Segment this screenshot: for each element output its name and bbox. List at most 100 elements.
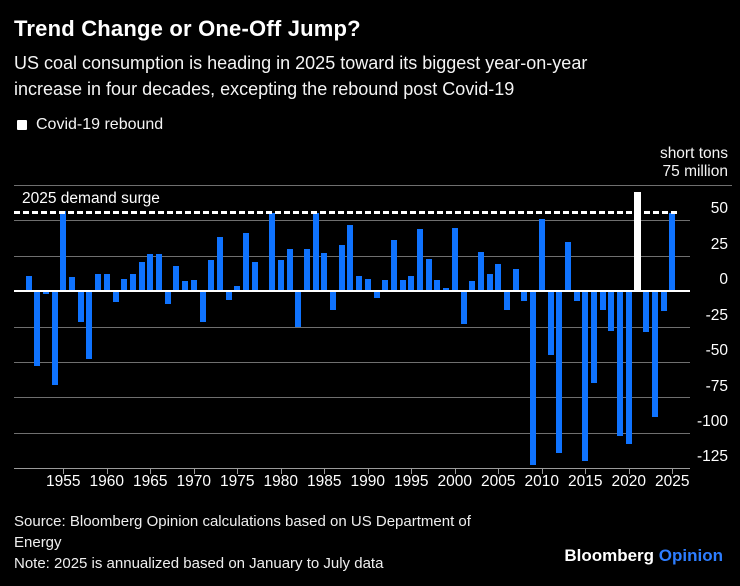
bar-1973 — [216, 237, 223, 292]
bar-2018 — [608, 291, 615, 331]
bar-1981 — [286, 248, 293, 292]
x-axis-line — [14, 468, 690, 469]
bar-1965 — [147, 254, 154, 292]
x-axis-tick — [150, 468, 152, 474]
x-axis-tick — [237, 468, 239, 474]
bar-2000 — [451, 227, 458, 292]
bar-1962 — [121, 278, 128, 292]
bar-1995 — [408, 275, 415, 292]
bar-1990 — [364, 278, 371, 292]
legend-label: Covid-19 rebound — [36, 116, 164, 133]
bar-2015 — [582, 291, 589, 462]
y-axis-unit-line1: short tons — [659, 145, 728, 162]
bar-2022 — [643, 291, 650, 333]
bar-1964 — [138, 261, 145, 292]
x-axis-tick — [628, 468, 630, 474]
x-axis-label: 1990 — [350, 473, 386, 490]
bar-1976 — [243, 233, 249, 292]
bar-1992 — [382, 279, 389, 292]
gridline — [14, 397, 690, 398]
brand-logo: Bloomberg Opinion — [564, 546, 723, 566]
bar-2010 — [538, 219, 545, 292]
x-axis-label: 1975 — [220, 473, 255, 490]
brand-opinion: Opinion — [658, 546, 723, 565]
bar-1988 — [347, 224, 354, 292]
bar-1975 — [234, 285, 241, 292]
bar-1977 — [251, 261, 258, 292]
bar-1957 — [77, 291, 84, 323]
bar-2013 — [564, 241, 571, 292]
x-axis-label: 2015 — [568, 473, 603, 490]
bar-2016 — [591, 291, 597, 384]
bar-1998 — [434, 279, 441, 292]
bar-1994 — [399, 279, 406, 292]
gridline — [14, 185, 732, 186]
bar-1960 — [103, 274, 110, 292]
bar-1993 — [390, 240, 397, 292]
legend: Covid-19 rebound — [17, 116, 163, 134]
x-axis-tick — [541, 468, 543, 474]
bar-2021-covid-rebound-highlight — [634, 192, 641, 292]
bar-2002 — [469, 281, 476, 292]
bar-2005 — [495, 264, 502, 292]
x-axis-tick — [63, 468, 65, 474]
bar-1971 — [199, 291, 206, 323]
bar-1963 — [129, 274, 136, 292]
x-axis-label: 1995 — [394, 473, 429, 490]
gridline — [14, 433, 690, 434]
bar-1972 — [208, 260, 215, 292]
bar-2020 — [625, 291, 632, 445]
bar-1954 — [51, 291, 58, 385]
bar-1966 — [156, 254, 162, 292]
bar-2012 — [556, 291, 563, 453]
bar-2004 — [486, 274, 493, 292]
bar-1997 — [425, 258, 432, 292]
y-axis-label: 25 — [710, 235, 728, 253]
bar-1951 — [25, 275, 32, 292]
bar-2001 — [460, 291, 467, 324]
chart-title: Trend Change or One-Off Jump? — [14, 16, 361, 41]
source-line1: Source: Bloomberg Opinion calculations b… — [14, 513, 471, 530]
zero-line — [14, 290, 690, 293]
bar-1989 — [356, 275, 363, 292]
x-axis-tick — [585, 468, 587, 474]
x-axis-label: 1970 — [176, 473, 212, 490]
bar-2008 — [521, 291, 528, 302]
bar-1958 — [86, 291, 93, 360]
x-axis-label: 2005 — [481, 473, 516, 490]
x-axis-label: 1980 — [263, 473, 299, 490]
annotation-label: 2025 demand surge — [22, 190, 160, 207]
y-axis-label: 0 — [719, 271, 728, 289]
chart-subtitle-line2: increase in four decades, excepting the … — [14, 79, 515, 99]
y-axis-unit-line2: 75 million — [662, 163, 728, 180]
bar-1984 — [312, 213, 319, 292]
bar-2023 — [651, 291, 658, 418]
x-axis-tick — [324, 468, 326, 474]
bar-1955 — [60, 210, 67, 292]
bar-1983 — [303, 248, 310, 292]
x-axis-tick — [672, 468, 674, 474]
note-line: Note: 2025 is annualized based on Januar… — [14, 555, 384, 572]
bar-2024 — [660, 291, 667, 311]
x-axis-label: 1955 — [46, 473, 81, 490]
x-axis-tick — [106, 468, 108, 474]
y-axis-label: -25 — [705, 306, 728, 324]
gridline — [14, 362, 690, 363]
bar-1969 — [182, 281, 189, 292]
y-axis-label: 50 — [710, 200, 728, 218]
x-axis-label: 2010 — [524, 473, 560, 490]
bar-1974 — [225, 291, 232, 300]
legend-swatch-icon — [17, 120, 27, 130]
bar-1953 — [42, 291, 49, 294]
bar-2003 — [477, 251, 484, 292]
bar-2014 — [573, 291, 580, 302]
bar-1967 — [164, 291, 171, 304]
x-axis-label: 1960 — [89, 473, 125, 490]
gridline — [14, 220, 690, 221]
bar-1961 — [112, 291, 119, 303]
x-axis-label: 1985 — [307, 473, 342, 490]
bar-2006 — [504, 291, 510, 310]
bar-2009 — [530, 291, 537, 466]
bar-1956 — [69, 277, 75, 292]
